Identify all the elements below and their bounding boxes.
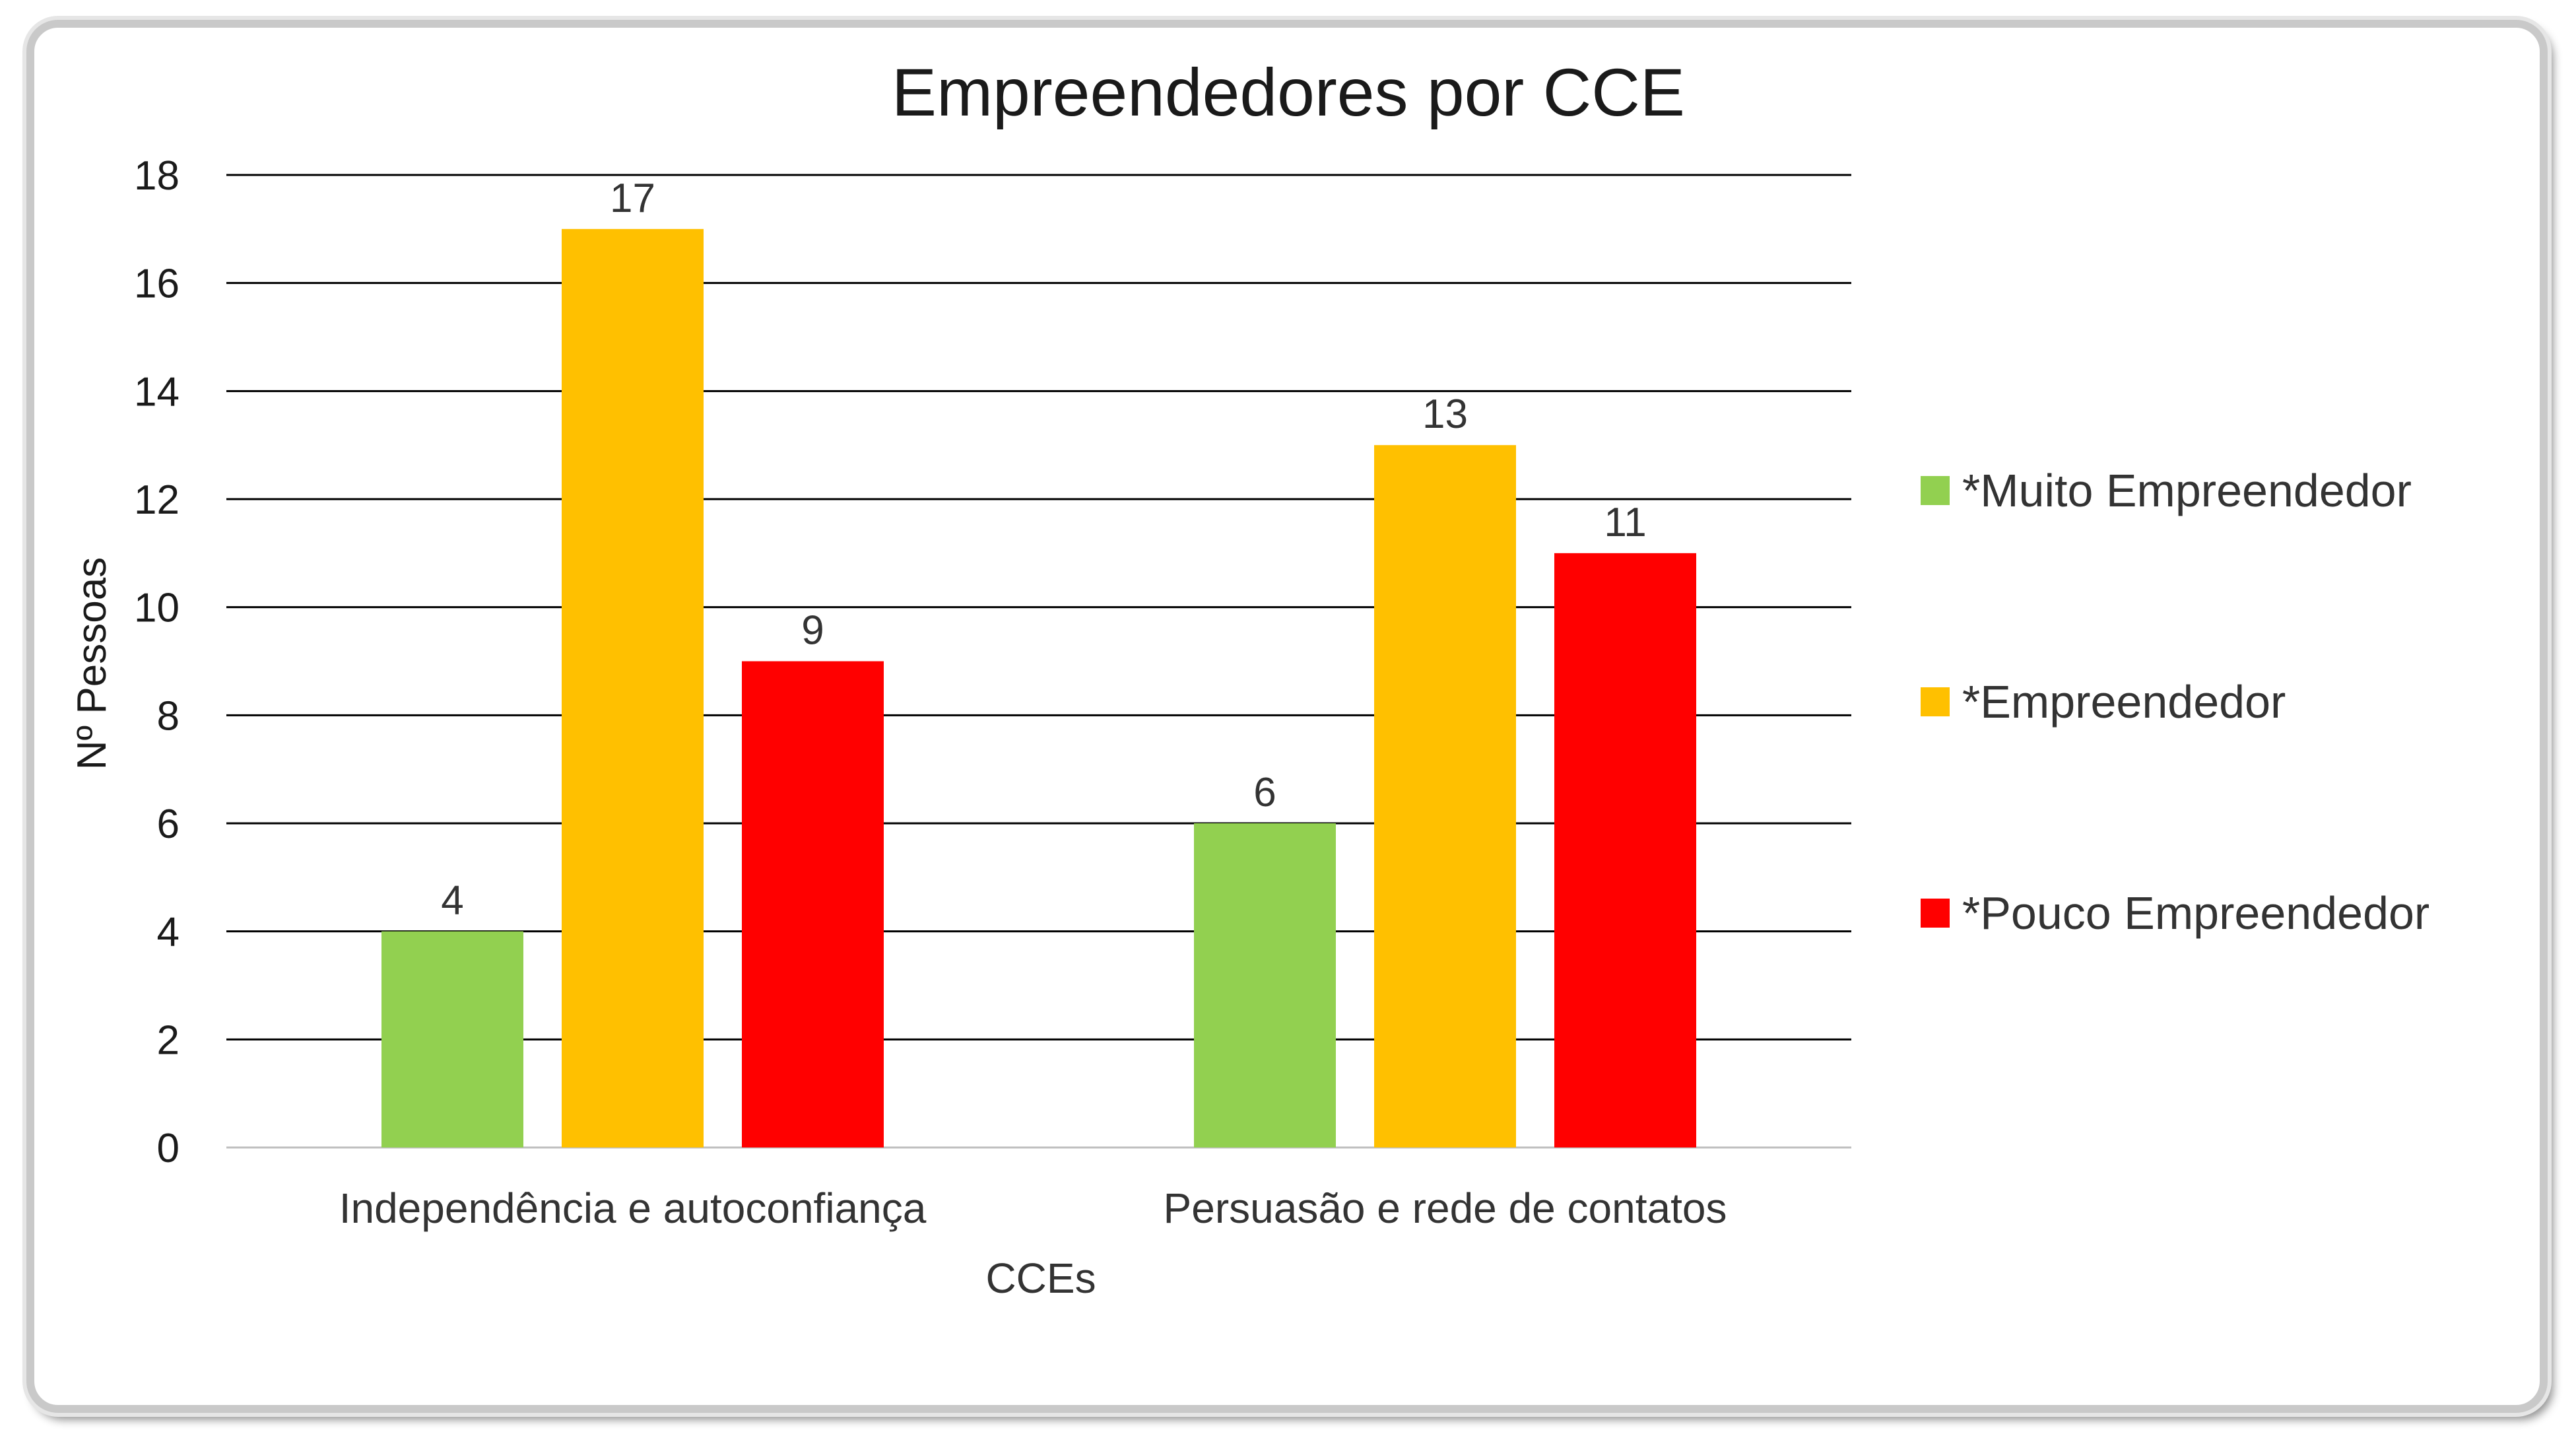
data-label: 11 <box>1604 500 1646 545</box>
bar <box>1374 445 1516 1147</box>
legend-label: *Empreendedor <box>1962 676 2286 728</box>
bars <box>381 228 1696 1147</box>
y-tick-label: 4 <box>157 910 180 955</box>
y-axis-label: Nº Pessoas <box>69 557 115 770</box>
y-tick-label: 12 <box>134 477 180 523</box>
bar <box>562 228 704 1147</box>
y-tick-label: 0 <box>157 1126 180 1171</box>
x-tick-label: Independência e autoconfiança <box>339 1184 927 1232</box>
data-label: 9 <box>801 608 824 654</box>
data-label: 4 <box>441 878 463 924</box>
legend-swatch <box>1921 687 1950 716</box>
y-tick-label: 8 <box>157 693 180 739</box>
y-tick-label: 16 <box>134 261 180 307</box>
legend-label: *Muito Empreendedor <box>1962 465 2412 516</box>
chart-title: Empreendedores por CCE <box>892 55 1685 130</box>
legend: *Muito Empreendedor *Empreendedor *Pouco E… <box>1921 465 2429 939</box>
y-tick-label: 18 <box>134 153 180 199</box>
x-axis-label: CCEs <box>985 1254 1096 1302</box>
y-tick-label: 6 <box>157 802 180 847</box>
x-tick-label: Persuasão e rede de contatos <box>1164 1184 1727 1232</box>
y-tick-label: 2 <box>157 1017 180 1063</box>
data-label: 6 <box>1253 770 1276 815</box>
bar <box>381 931 523 1147</box>
x-axis-ticks: Independência e autoconfiança Persuasão e… <box>339 1184 1727 1232</box>
data-labels: 4 17 9 6 13 11 <box>441 176 1646 924</box>
bar <box>1194 823 1336 1147</box>
y-tick-label: 14 <box>134 369 180 415</box>
bar <box>1554 553 1696 1147</box>
y-tick-label: 10 <box>134 586 180 631</box>
legend-label: *Pouco Empreendedor <box>1962 887 2429 939</box>
bar <box>742 661 884 1147</box>
data-label: 13 <box>1422 392 1468 437</box>
y-axis-ticks: 0 2 4 6 8 10 12 14 16 18 <box>134 153 180 1171</box>
legend-swatch <box>1921 899 1950 928</box>
chart-frame <box>26 20 2548 1413</box>
data-label: 17 <box>610 176 655 221</box>
legend-swatch <box>1921 476 1950 505</box>
